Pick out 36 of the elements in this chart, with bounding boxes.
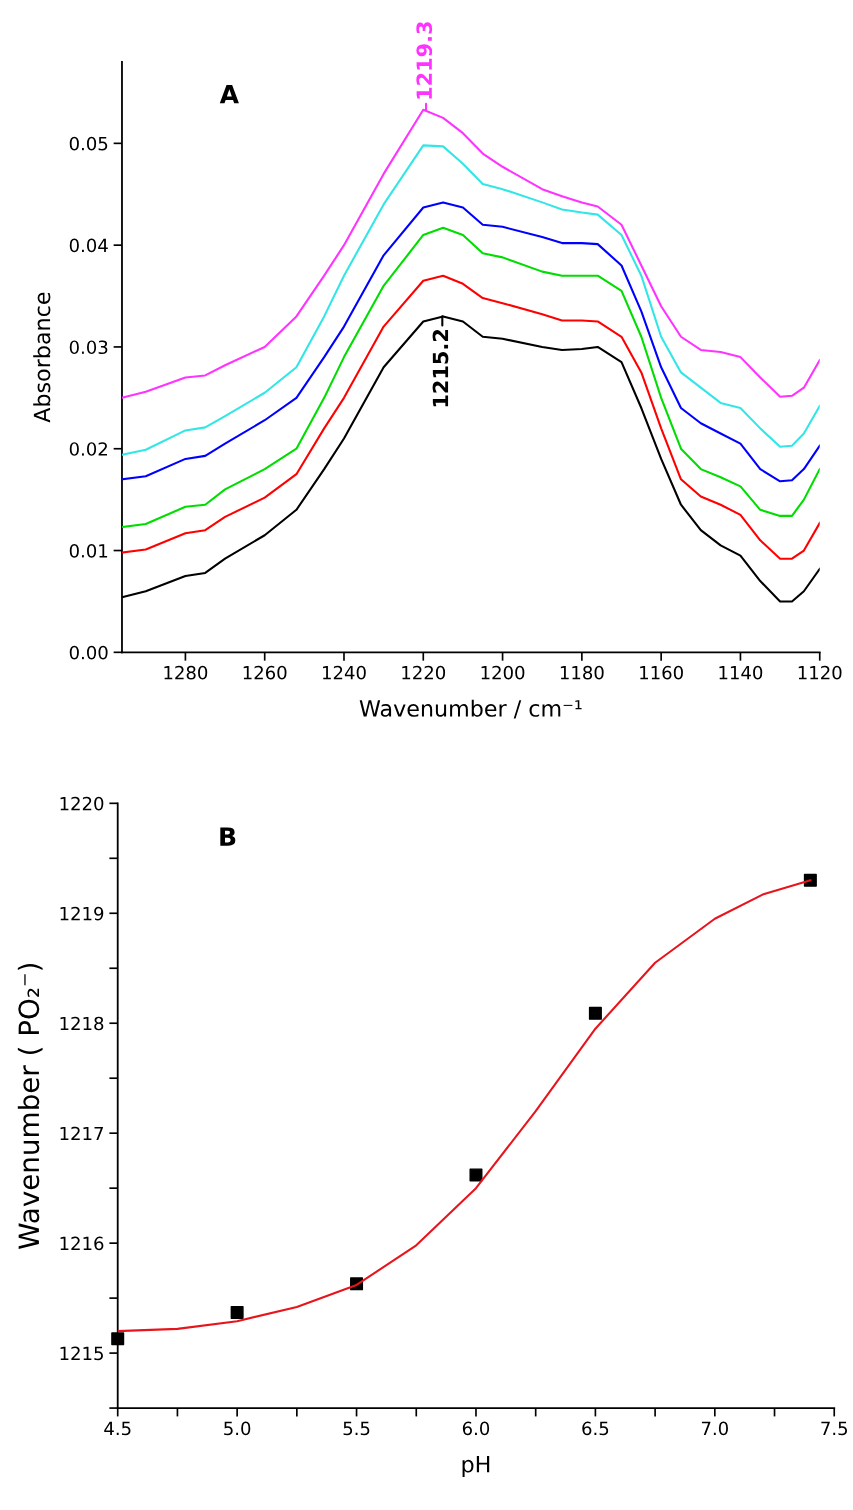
x-axis-title: pH [462, 1456, 490, 1477]
y-tick-label: 1220 [60, 796, 104, 811]
x-tick-label: 6.0 [462, 1421, 490, 1436]
y-tick-label: 1216 [60, 1236, 104, 1251]
x-tick-label: 4.5 [104, 1421, 131, 1436]
x-tick-label: 5.0 [224, 1421, 251, 1436]
y-tick-label: 0.04 [69, 238, 108, 253]
y-axis-title: Wavenumber ( PO₂⁻) [17, 963, 43, 1249]
y-tick-label: 0.02 [69, 442, 107, 456]
y-tick-label: 1215 [60, 1346, 103, 1361]
y-axis-title: Absorbance [33, 292, 51, 423]
y-tick-label: 1219 [60, 906, 104, 921]
x-tick-label: 1120 [798, 665, 842, 680]
y-tick-label: 0.05 [69, 136, 108, 151]
y-tick-label: 0.01 [69, 543, 108, 558]
x-tick-label: 1160 [640, 665, 683, 680]
x-tick-label: 1140 [719, 665, 763, 680]
x-tick-label: 7.5 [821, 1421, 848, 1436]
y-tick-label: 1218 [60, 1016, 104, 1031]
annotation: B [220, 827, 236, 846]
x-tick-label: 1200 [481, 665, 525, 680]
y-tick-label: 1217 [60, 1126, 103, 1141]
y-tick-label: 0.03 [69, 340, 108, 355]
annotation: A [219, 85, 239, 104]
x-axis-title: Wavenumber / cm⁻¹ [359, 699, 582, 719]
x-tick-label: 1260 [243, 665, 287, 680]
x-tick-label: 5.5 [343, 1421, 370, 1436]
x-tick-label: 1180 [560, 665, 604, 680]
x-tick-label: 6.5 [582, 1421, 609, 1436]
annotation: 1219.3 [416, 22, 433, 99]
y-tick-label: 0.00 [69, 645, 108, 660]
annotation: 1215.2 [432, 330, 449, 407]
x-tick-label: 1240 [323, 665, 366, 680]
x-tick-label: 1220 [402, 665, 446, 680]
x-tick-label: 1280 [164, 665, 208, 680]
x-tick-label: 7.0 [701, 1421, 728, 1436]
